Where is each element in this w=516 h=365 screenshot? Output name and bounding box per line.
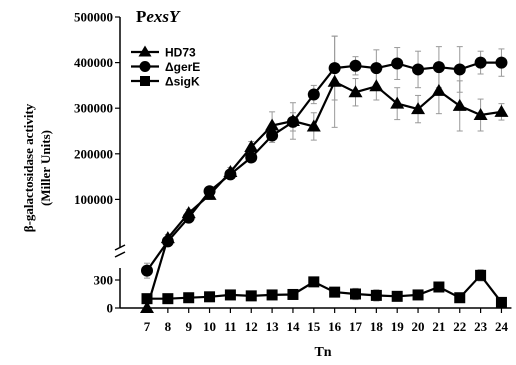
- data-point-circle: [245, 151, 258, 164]
- data-point-circle: [474, 56, 487, 69]
- data-point-triangle: [306, 119, 321, 132]
- data-point-circle: [286, 115, 299, 128]
- x-tick-label: 21: [432, 319, 445, 334]
- y-axis-label-line2: (Miller Units): [38, 130, 53, 206]
- axes: 100000 200000 300000 400000 500000 0 300 7 8 9 10 1…: [74, 10, 512, 334]
- data-point-circle: [391, 57, 404, 70]
- data-point-triangle: [473, 108, 488, 121]
- series-line: [145, 80, 502, 309]
- y-tick-label: 500000: [74, 10, 113, 25]
- data-point-square: [266, 289, 278, 301]
- data-point-circle: [266, 129, 279, 142]
- data-point-triangle: [494, 104, 509, 117]
- data-point-circle: [432, 61, 445, 74]
- data-point-square: [495, 296, 507, 308]
- x-tick-label: 17: [349, 319, 363, 334]
- legend-marker-triangle: [138, 45, 152, 57]
- x-tick-label: 11: [224, 319, 236, 334]
- x-tick-label: 20: [412, 319, 425, 334]
- series-markers: [140, 56, 509, 313]
- legend-marker-square: [140, 76, 150, 86]
- chart-title: PexsY: [136, 7, 181, 26]
- legend-label: HD73: [165, 46, 196, 60]
- data-point-triangle: [244, 139, 259, 152]
- legend-label: ΔgerE: [165, 60, 200, 74]
- data-point-circle: [453, 63, 466, 76]
- data-point-circle: [328, 62, 341, 75]
- series-lines: [145, 61, 503, 309]
- data-point-square: [308, 276, 320, 288]
- data-point-circle: [412, 63, 425, 76]
- series-line: [146, 61, 502, 272]
- axis-break-mark: [114, 251, 126, 258]
- y-axis-label: β-galactosidase activity (Miller Units): [21, 103, 53, 232]
- legend-label: ΔsigK: [165, 75, 200, 89]
- data-point-square: [224, 289, 236, 301]
- x-axis-label: Tn: [314, 345, 331, 360]
- data-point-circle: [203, 185, 216, 198]
- data-point-triangle: [452, 98, 467, 111]
- data-point-square: [412, 289, 424, 301]
- y-axis-label-line1: β-galactosidase activity: [21, 103, 36, 232]
- data-point-square: [204, 291, 216, 303]
- x-tick-label: 23: [474, 319, 488, 334]
- y-tick-label: 200000: [74, 146, 113, 161]
- data-point-triangle: [348, 85, 363, 98]
- data-point-circle: [141, 264, 153, 277]
- x-tick-label: 15: [307, 319, 321, 334]
- data-point-square: [350, 288, 361, 300]
- data-point-square: [433, 281, 445, 293]
- data-point-circle: [182, 211, 195, 224]
- data-point-triangle: [369, 79, 384, 92]
- data-point-triangle: [265, 118, 280, 131]
- axis-break-mark: [114, 244, 126, 251]
- y-tick-label: 300: [94, 273, 114, 288]
- y-tick-label: 300000: [74, 101, 113, 116]
- x-tick-label: 7: [144, 319, 151, 334]
- data-point-triangle: [411, 102, 426, 115]
- x-tick-label: 13: [266, 319, 280, 334]
- y-tick-label: 400000: [74, 55, 113, 70]
- x-tick-label: 18: [370, 319, 384, 334]
- data-point-square: [245, 290, 257, 302]
- x-tick-label: 14: [286, 319, 300, 334]
- data-point-square: [141, 293, 153, 305]
- data-point-circle: [370, 62, 383, 75]
- x-tick-label: 16: [328, 319, 342, 334]
- x-tick-label: 24: [495, 319, 509, 334]
- data-point-circle: [161, 235, 174, 248]
- data-point-square: [370, 289, 382, 301]
- x-tick-label: 8: [165, 319, 172, 334]
- y-tick-label: 100000: [74, 192, 113, 207]
- data-point-square: [475, 269, 487, 281]
- x-tick-label: 12: [245, 319, 258, 334]
- data-point-triangle: [327, 74, 342, 87]
- data-point-circle: [349, 59, 362, 72]
- data-point-circle: [307, 88, 320, 101]
- data-point-triangle: [390, 96, 405, 109]
- data-point-circle: [495, 56, 508, 69]
- data-point-circle: [224, 168, 237, 181]
- x-tick-label: 9: [185, 319, 192, 334]
- data-point-square: [162, 293, 174, 305]
- data-point-square: [391, 290, 403, 302]
- x-tick-label: 10: [203, 319, 216, 334]
- series-line: [147, 273, 503, 304]
- data-point-triangle: [140, 301, 154, 313]
- legend-marker-circle: [139, 61, 151, 72]
- y-tick-label: 0: [107, 301, 114, 316]
- data-point-triangle: [431, 83, 446, 96]
- data-point-square: [329, 286, 341, 298]
- data-point-square: [183, 292, 195, 304]
- x-tick-label: 19: [391, 319, 405, 334]
- data-point-square: [454, 292, 466, 304]
- x-tick-label: 22: [453, 319, 466, 334]
- data-point-square: [287, 288, 299, 300]
